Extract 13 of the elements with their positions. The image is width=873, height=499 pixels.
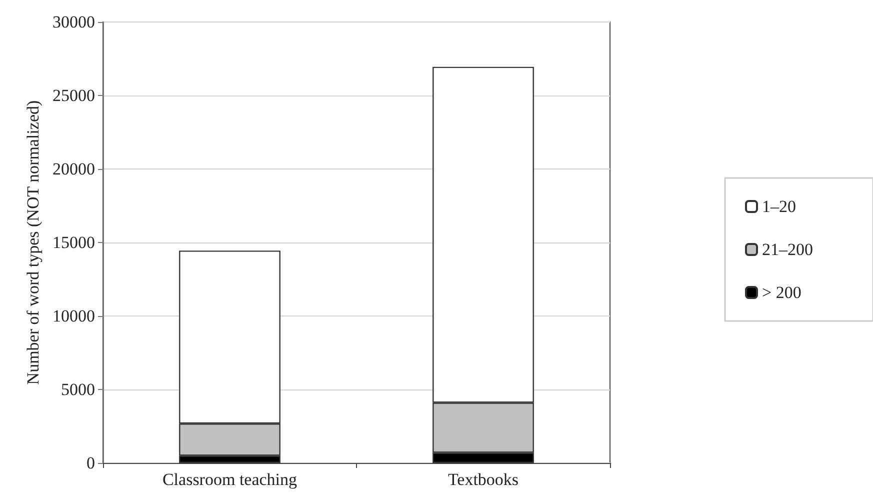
y-axis-title: Number of word types (NOT normalized)	[24, 100, 43, 385]
y-tick-label: 5000	[61, 380, 95, 399]
y-tick-label: 30000	[52, 12, 95, 32]
legend-label: > 200	[762, 283, 802, 302]
legend-label: 21–200	[762, 240, 813, 259]
legend-label: 1–20	[762, 197, 796, 216]
y-tick-label: 25000	[52, 86, 95, 105]
y-tick-label: 0	[86, 454, 95, 472]
y-tick-label: 20000	[52, 160, 95, 178]
x-tick-label: Classroom teaching	[162, 470, 298, 489]
y-tick-label: 10000	[52, 306, 95, 326]
y-tick-label: 15000	[52, 233, 95, 252]
x-tick-label: Textbooks	[448, 470, 519, 489]
